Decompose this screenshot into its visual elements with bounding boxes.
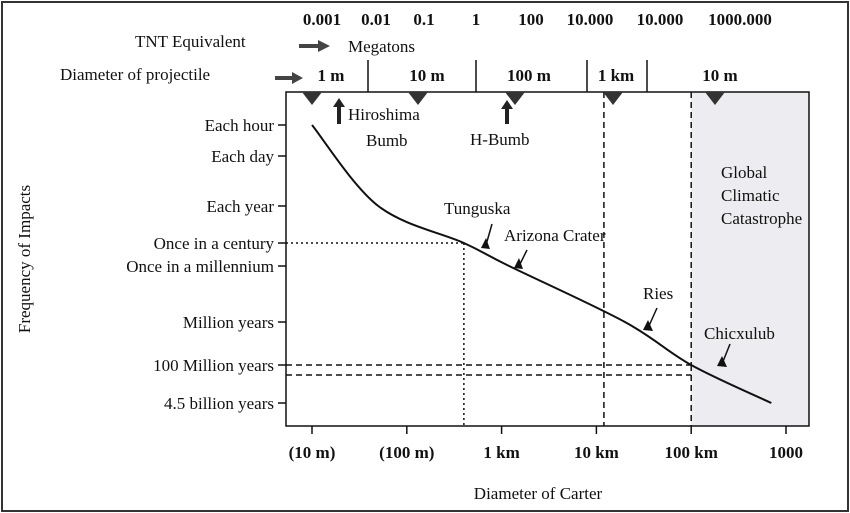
arrow-up-icon xyxy=(333,98,345,124)
y-axis-title: Frequency of Impacts xyxy=(15,185,34,333)
arrow-right-icon xyxy=(299,40,330,52)
x-tick-label-10-m: (10 m) xyxy=(289,443,336,462)
plot-frame xyxy=(285,91,810,427)
x-axis-title: Diameter of Carter xyxy=(474,484,603,503)
annotation-tunguska: Tunguska xyxy=(444,199,511,218)
annotation-arrowhead xyxy=(717,356,727,367)
annotation-h-bumb: H-Bumb xyxy=(470,130,530,149)
region-label-global: Global xyxy=(721,163,768,182)
arrow-right-icon xyxy=(275,72,303,84)
annotation-arrowhead xyxy=(643,320,653,331)
tnt-tick-label: 1 xyxy=(472,10,481,29)
y-tick-label-each-day: Each day xyxy=(211,147,274,166)
projectile-axis-label: Diameter of projectile xyxy=(60,65,210,84)
annotation-hiroshima-line2: Bumb xyxy=(366,131,408,150)
annotation-hiroshima: Hiroshima xyxy=(348,105,420,124)
tnt-tick-label: 100 xyxy=(518,10,544,29)
x-tick-label-10-km: 10 km xyxy=(574,443,619,462)
reference-lines xyxy=(286,92,692,426)
tnt-axis-label: TNT Equivalent xyxy=(135,32,246,51)
x-tick-label-1-km: 1 km xyxy=(483,443,519,462)
region-label-climatic: Climatic xyxy=(721,186,780,205)
annotation-chicxulub: Chicxulub xyxy=(704,324,775,343)
projectile-tick-label: 100 m xyxy=(507,66,551,85)
y-tick-label-each-year: Each year xyxy=(207,197,275,216)
y-tick-label-once-in-a-millennium: Once in a millennium xyxy=(126,257,274,276)
region-label-catastrophe: Catastrophe xyxy=(721,209,802,228)
x-tick-label-1000: 1000 xyxy=(769,443,803,462)
projectile-marker xyxy=(505,92,525,105)
projectile-marker xyxy=(603,92,623,105)
projectile-tick-label: 1 m xyxy=(318,66,345,85)
impact-frequency-curve xyxy=(311,124,772,404)
x-tick-label-100-m: (100 m) xyxy=(379,443,434,462)
projectile-tick-label: 1 km xyxy=(598,66,634,85)
projectile-marker xyxy=(408,92,428,105)
y-axis: Each hour Each day Each year Once in a cent… xyxy=(126,116,286,413)
x-axis: (10 m) (100 m) 1 km 10 km 100 km 1000 xyxy=(289,426,803,462)
tnt-tick-label: 0.1 xyxy=(413,10,434,29)
arrow-up-icon xyxy=(501,100,513,124)
y-tick-label-once-in-a-century: Once in a century xyxy=(154,234,275,253)
x-tick-label-100-km: 100 km xyxy=(665,443,718,462)
y-tick-label-4-5-billion-years: 4.5 billion years xyxy=(164,394,274,413)
y-tick-label-each-hour: Each hour xyxy=(205,116,275,135)
tnt-unit-label: Megatons xyxy=(348,37,415,56)
y-tick-label-100-million-years: 100 Million years xyxy=(153,356,274,375)
projectile-marker xyxy=(302,92,322,105)
annotation-ries: Ries xyxy=(643,284,673,303)
annotations: Hiroshima Bumb H-Bumb Tunguska Arizona Crate… xyxy=(333,98,802,367)
annotation-arizona-crater: Arizona Crater xyxy=(504,226,606,245)
projectile-tick-label: 10 m xyxy=(702,66,737,85)
global-catastrophe-region xyxy=(691,92,809,426)
projectile-marker xyxy=(705,92,725,105)
tnt-tick-label: 1000.000 xyxy=(708,10,772,29)
tnt-tick-label: 10.000 xyxy=(567,10,614,29)
annotation-arrowhead xyxy=(514,258,523,269)
tnt-tick-label: 10.000 xyxy=(637,10,684,29)
annotation-arrowhead xyxy=(481,238,490,249)
tnt-tick-label: 0.001 xyxy=(303,10,341,29)
projectile-tick-label: 10 m xyxy=(409,66,444,85)
top-axes: TNT Equivalent Megatons 0.001 0.01 0.1 1 100 10… xyxy=(60,10,772,105)
y-tick-label-million-years: Million years xyxy=(183,313,274,332)
tnt-tick-label: 0.01 xyxy=(361,10,391,29)
